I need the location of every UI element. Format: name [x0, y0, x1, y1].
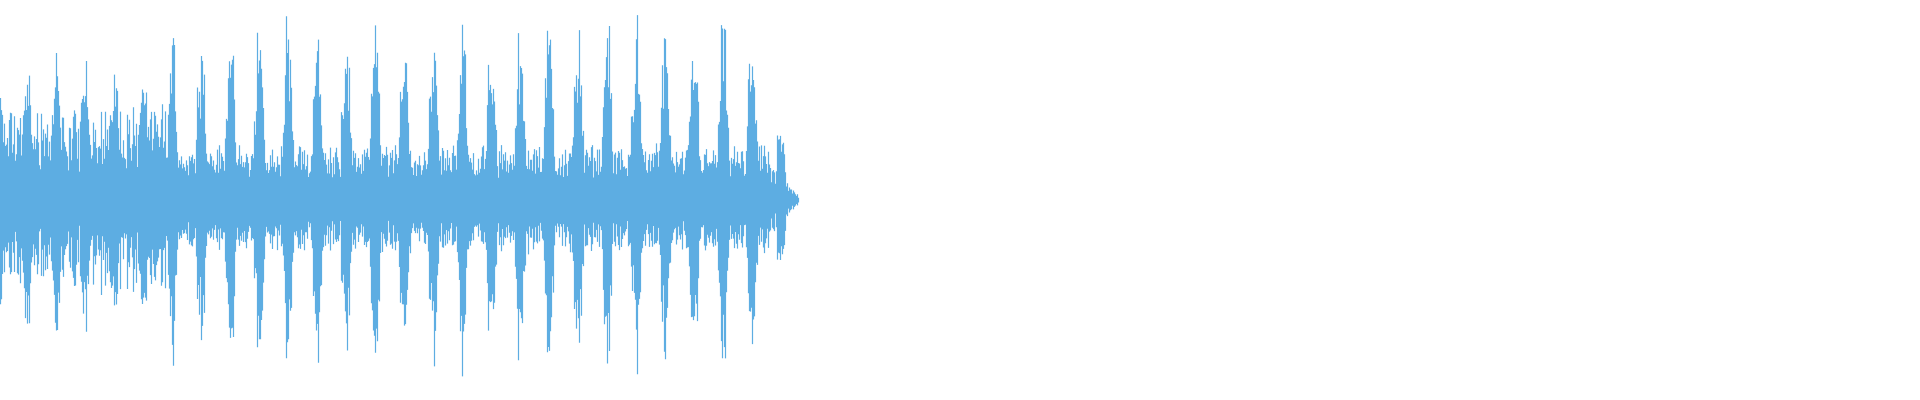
waveform	[0, 15, 800, 377]
